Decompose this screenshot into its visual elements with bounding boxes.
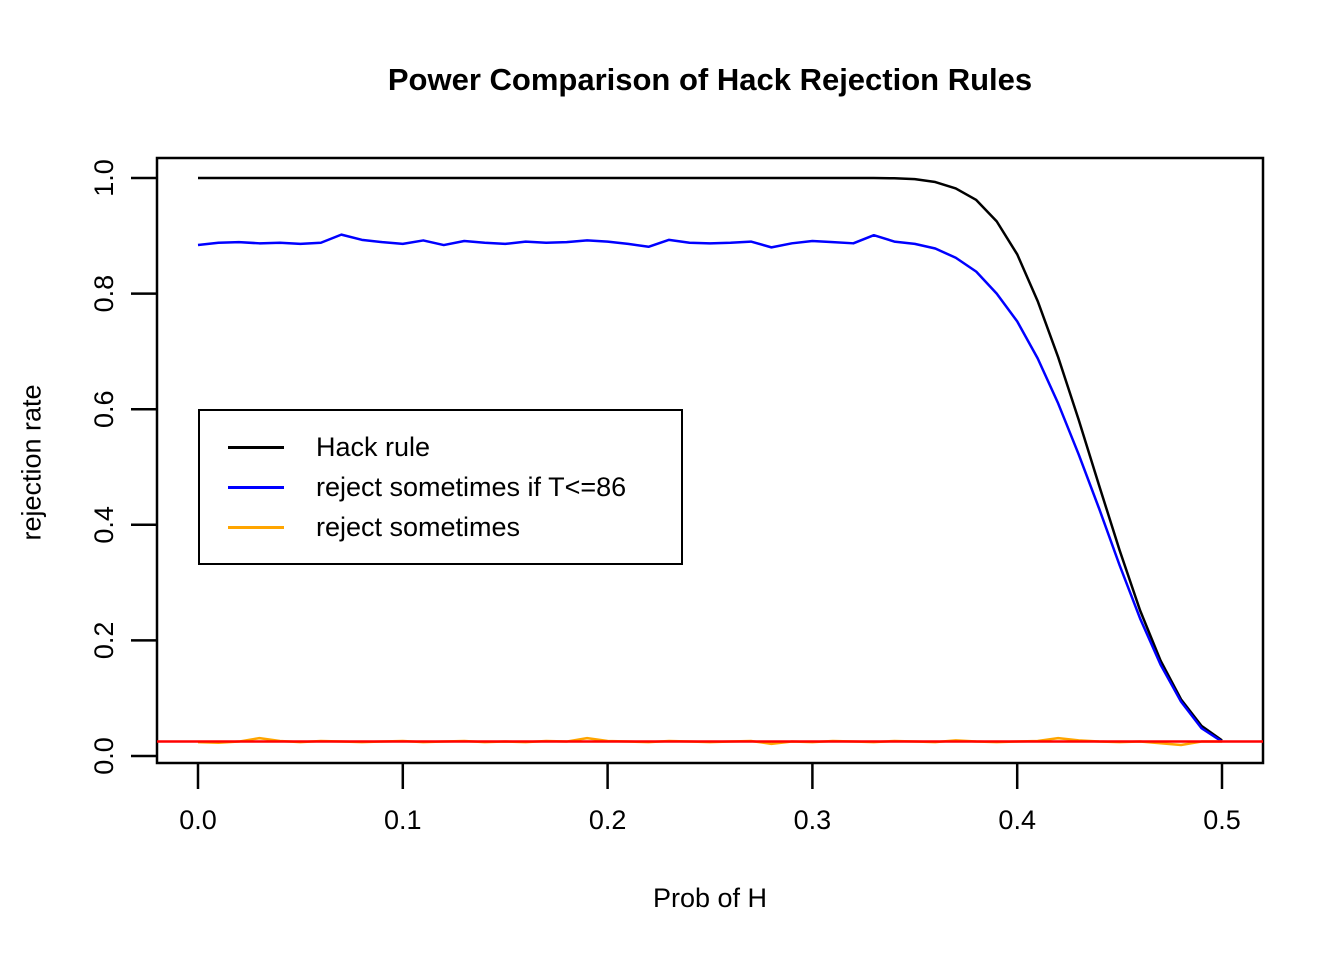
y-tick-label: 0.0 [89, 737, 119, 775]
plot-frame [155, 156, 1265, 765]
series-line-0 [198, 176, 1223, 742]
y-tick-label: 1.0 [89, 159, 119, 197]
hack-rule-line-swatch [228, 445, 284, 449]
chart-title: Power Comparison of Hack Rejection Rules [387, 62, 1033, 97]
x-tick-label: 0.4 [998, 805, 1036, 835]
legend-row-reject-sometimes: reject sometimes [228, 512, 681, 542]
y-tick-label: 0.4 [89, 506, 119, 544]
legend-label-reject-sometimes: reject sometimes [316, 511, 521, 542]
x-tick-label: 0.2 [589, 805, 627, 835]
x-axis-label: Prob of H [652, 883, 768, 913]
reject-sometimes-line-swatch [228, 525, 284, 529]
x-tick-label: 0.1 [384, 805, 422, 835]
y-tick-label: 0.2 [89, 622, 119, 660]
legend-row-reject-sometimes-t86: reject sometimes if T<=86 [228, 472, 681, 502]
y-axis-label: rejection rate [16, 384, 47, 541]
legend-label-reject-sometimes-t86: reject sometimes if T<=86 [316, 471, 627, 502]
reject-sometimes-t86-line-swatch [228, 485, 284, 489]
x-tick-label: 0.3 [794, 805, 832, 835]
x-tick-label: 0.5 [1203, 805, 1241, 835]
x-tick-label: 0.0 [179, 805, 217, 835]
legend-label-hack-rule: Hack rule [316, 431, 431, 462]
legend-box: Hack rule reject sometimes if T<=86 reje… [198, 409, 683, 565]
y-tick-label: 0.6 [89, 390, 119, 428]
y-tick-label: 0.8 [89, 275, 119, 313]
series-line-1 [197, 233, 1223, 743]
legend-row-hack-rule: Hack rule [228, 432, 681, 462]
